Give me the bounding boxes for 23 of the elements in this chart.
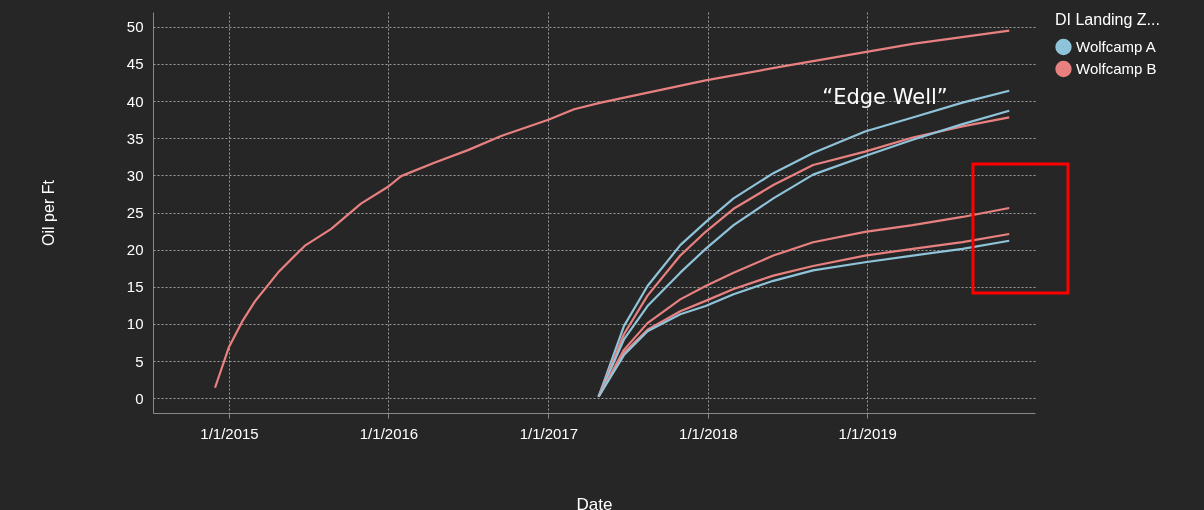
y-tick-label: 25 (126, 204, 144, 221)
x-tick-label: 1/1/2018 (679, 424, 738, 442)
legend-title: DI Landing Z... (1055, 11, 1160, 28)
y-tick-label: 50 (126, 18, 144, 36)
y-tick-label: 5 (135, 352, 144, 370)
y-tick-label: 30 (126, 166, 144, 184)
annotation: “Edge Well” (822, 85, 948, 109)
y-tick-label: 40 (126, 92, 144, 110)
x-tick-label: 1/1/2015 (200, 424, 259, 442)
y-tick-label: 35 (126, 129, 144, 147)
y-tick-label: 0 (135, 389, 144, 407)
y-tick-label: 15 (126, 278, 144, 296)
x-tick-label: 1/1/2016 (359, 424, 419, 442)
legend-label: Wolfcamp B (1076, 60, 1157, 77)
y-tick-label: 20 (126, 241, 144, 259)
x-tick-label: 1/1/2017 (519, 424, 579, 442)
legend-label: Wolfcamp A (1076, 38, 1156, 55)
line-series (213, 29, 1011, 389)
y-tick-label: 45 (126, 55, 144, 73)
y-axis-title: Oil per Ft (39, 179, 57, 246)
x-axis-title: Date (576, 494, 613, 510)
x-tick-label: 1/1/2019 (838, 424, 897, 442)
y-tick-label: 10 (126, 315, 144, 333)
